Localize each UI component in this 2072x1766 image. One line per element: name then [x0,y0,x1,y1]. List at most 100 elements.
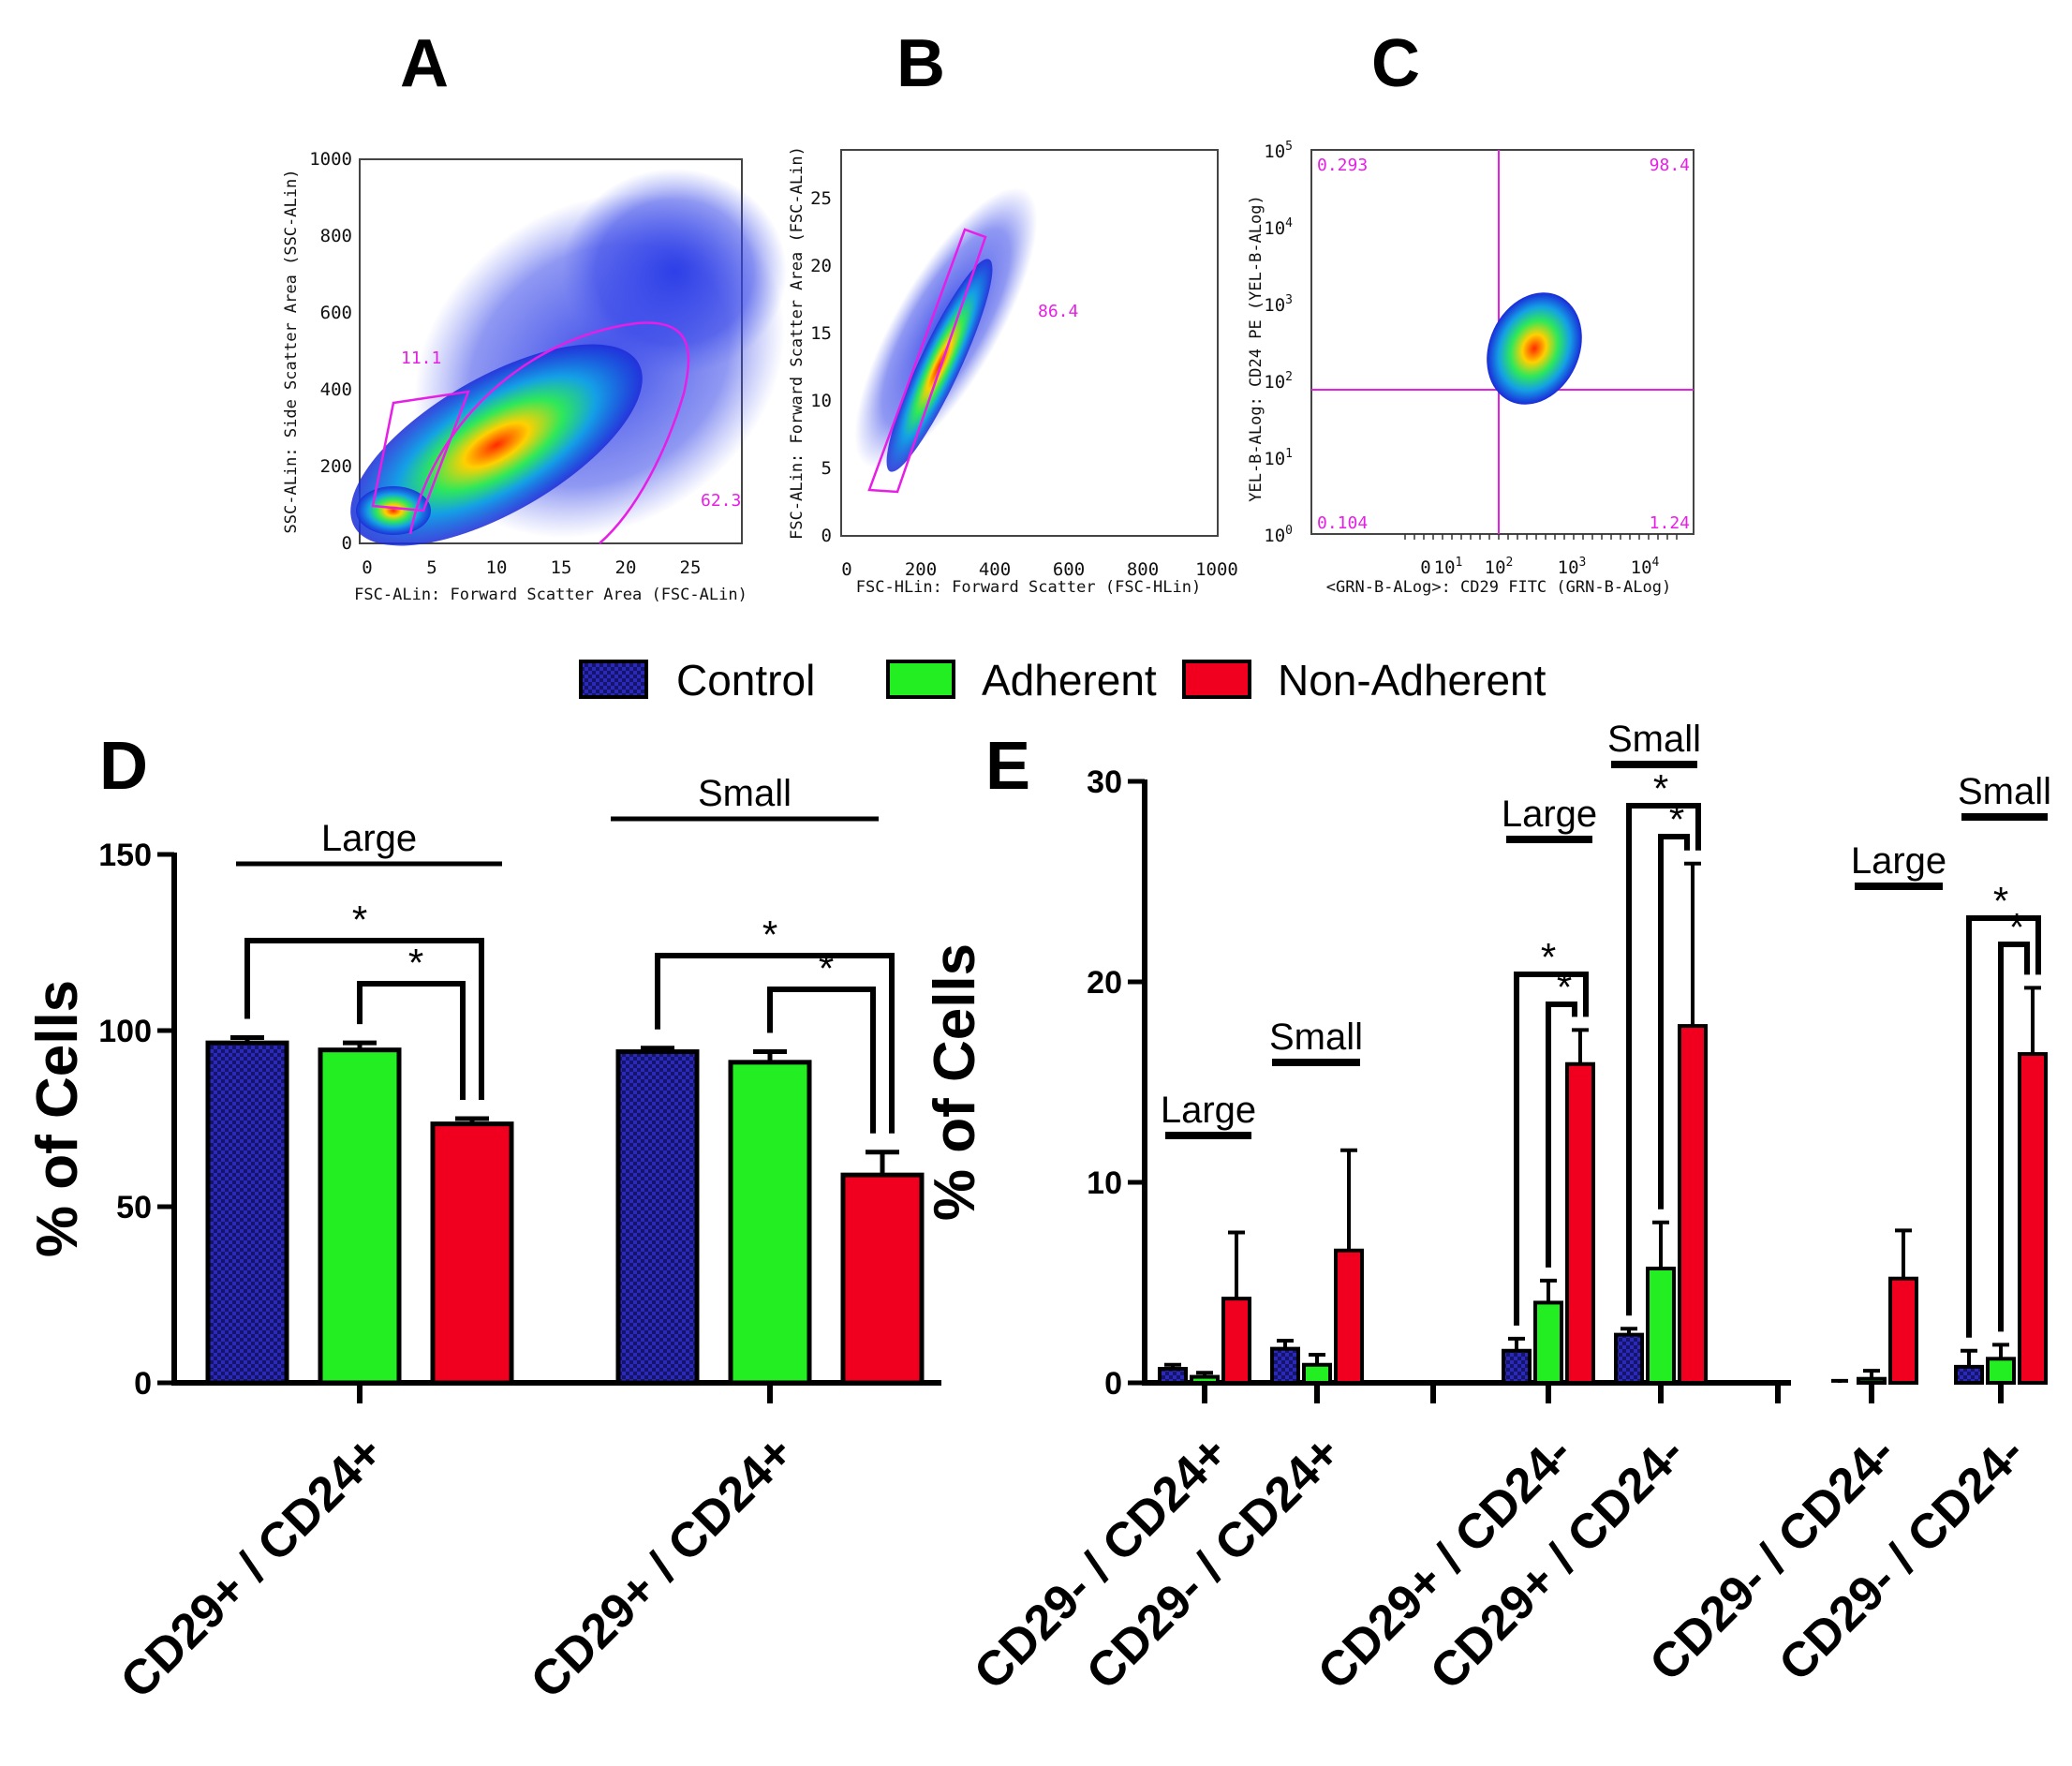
significance-star: * [1653,766,1668,810]
legend-label-nonadherent: Non-Adherent [1278,656,1547,705]
y-tick-label: 20 [1087,965,1122,1001]
flow-plot-c-xtick-2: 102 [1485,556,1514,578]
flow-plot-a-ytick-4: 800 [320,226,352,246]
significance-star: * [1541,935,1556,979]
flow-plot-a: 11.1 62.3 0 5 10 15 20 25 0 200 400 600 800 1000 F… [282,149,787,604]
significance-bracket [1658,834,1690,1209]
bar-non-adherent [840,1172,925,1386]
flow-plot-c-quadrant-ll: 0.104 [1317,513,1368,533]
bar-adherent [318,1047,402,1386]
significance-bracket [1998,942,2030,1332]
flow-plot-c-xtick-1: 101 [1434,556,1463,578]
significance-bracket [244,938,484,1100]
bar-control [1954,1364,1984,1386]
panel-letter-c: C [1371,26,1420,101]
flow-plot-b-density [854,187,1038,472]
panel-letter-d: D [99,729,148,804]
flow-plot-a-xtick-5: 25 [680,557,702,578]
flow-plot-a-xlabel: FSC-ALin: Forward Scatter Area (FSC-ALin… [354,586,747,604]
flow-plot-c-quadrant-ur: 98.4 [1650,156,1690,175]
significance-bracket [357,981,466,1100]
flow-plot-b-xtick-0: 0 [841,559,851,580]
flow-plot-b: 86.4 0 200 400 600 800 1000 0 5 10 15 20 25 FSC-HL… [788,146,1238,597]
legend-label-adherent: Adherent [982,656,1157,705]
flow-plot-b-ytick-5: 25 [810,188,832,209]
y-tick-label: 100 [98,1014,152,1049]
y-tick-label: 10 [1087,1165,1122,1201]
bar-non-adherent [430,1121,514,1386]
bar-non-adherent [1221,1297,1251,1385]
flow-plot-c-quadrant-lr: 1.24 [1650,513,1690,533]
flow-plot-a-gate-1-value: 11.1 [401,349,441,368]
flow-plot-a-ylabel: SSC-ALin: Side Scatter Area (SSC-ALin) [282,170,301,534]
flow-plot-b-ylabel: FSC-ALin: Forward Scatter Area (FSC-ALin… [788,146,807,540]
flow-plot-b-xtick-5: 1000 [1195,559,1238,580]
flow-plot-c-ytick-2: 102 [1264,370,1293,393]
flow-plot-b-ytick-2: 10 [810,391,832,411]
flow-plot-b-yticks: 0 5 10 15 20 25 [810,188,832,546]
bar-non-adherent [2018,1052,2048,1386]
flow-plot-a-ytick-2: 400 [320,379,352,400]
bar-adherent [1646,1267,1676,1386]
flow-plot-a-yticks: 0 200 400 600 800 1000 [309,149,352,554]
flow-plot-c-xtick-0: 0 [1420,557,1430,578]
flow-plot-a-gate-2-value: 62.3 [701,491,741,511]
flow-plot-c-xtick-3: 103 [1558,556,1587,578]
significance-bracket [1514,972,1589,1326]
y-tick-label: 50 [116,1190,152,1225]
flow-plot-c-xtick-4: 104 [1631,556,1660,578]
flow-plot-b-ytick-3: 15 [810,323,832,344]
bar-control [1614,1332,1644,1386]
bar-control [1502,1348,1532,1386]
flow-plot-c-ytick-5: 105 [1264,140,1293,162]
significance-star: * [352,898,367,942]
bar-adherent [1533,1300,1563,1386]
flow-plot-a-xtick-0: 0 [362,557,372,578]
y-tick-label: 150 [98,838,152,873]
flow-plot-c-yticks: 100 101 102 103 104 105 [1264,140,1293,546]
flow-plot-a-xtick-4: 20 [615,557,637,578]
bar-adherent [1857,1376,1887,1385]
group-label-small: Small [698,773,792,814]
bar-chart-d: 0 50 100 150 % of Cells Large * * CD29+ / CD24+ S… [25,773,941,1709]
category-label: CD29+ / CD24+ [111,1425,394,1709]
bar-non-adherent [1888,1276,1918,1385]
significance-bracket [655,953,895,1134]
flow-plot-c-xticks: 0 101 102 103 104 [1404,534,1678,578]
flow-plot-a-ytick-3: 600 [320,303,352,323]
flow-plot-c-population [1487,292,1582,405]
group-label-large: Large [1502,794,1597,835]
group-label-small: Small [1269,1017,1363,1058]
legend-label-control: Control [676,656,815,705]
panel-letter-a: A [400,26,449,101]
bar-control [1158,1367,1188,1386]
flow-plot-a-ytick-5: 1000 [309,149,352,170]
flow-plot-c-ytick-4: 104 [1264,216,1293,239]
bar-adherent [1190,1374,1220,1385]
significance-star: * [2009,905,2024,949]
y-tick-label: 0 [134,1366,152,1402]
significance-bracket [1966,915,2041,1338]
flow-plot-b-ytick-0: 0 [821,526,832,546]
flow-plot-b-gate-1-value: 86.4 [1038,302,1078,321]
significance-star: * [1557,965,1572,1009]
flow-plot-a-gate-2 [408,321,690,544]
bar-adherent [1986,1357,2016,1385]
group-label-large: Large [1161,1090,1256,1131]
bar-control [615,1049,700,1386]
significance-star: * [819,946,834,990]
flow-plot-b-xtick-3: 600 [1053,559,1085,580]
group-label-small: Small [1607,719,1701,760]
significance-bracket [1546,1002,1577,1268]
significance-bracket [1626,803,1701,1316]
bar-adherent [1302,1362,1332,1385]
legend-swatch-nonadherent [1182,660,1251,699]
bar-control [1270,1346,1300,1385]
flow-plot-c-ylabel: YEL-B-ALog: CD24 PE (YEL-B-ALog) [1247,195,1265,502]
bar-non-adherent [1334,1248,1364,1386]
y-axis-label: % of Cells [923,943,987,1221]
legend-swatch-control [579,660,648,699]
flow-plot-b-xtick-4: 800 [1127,559,1159,580]
